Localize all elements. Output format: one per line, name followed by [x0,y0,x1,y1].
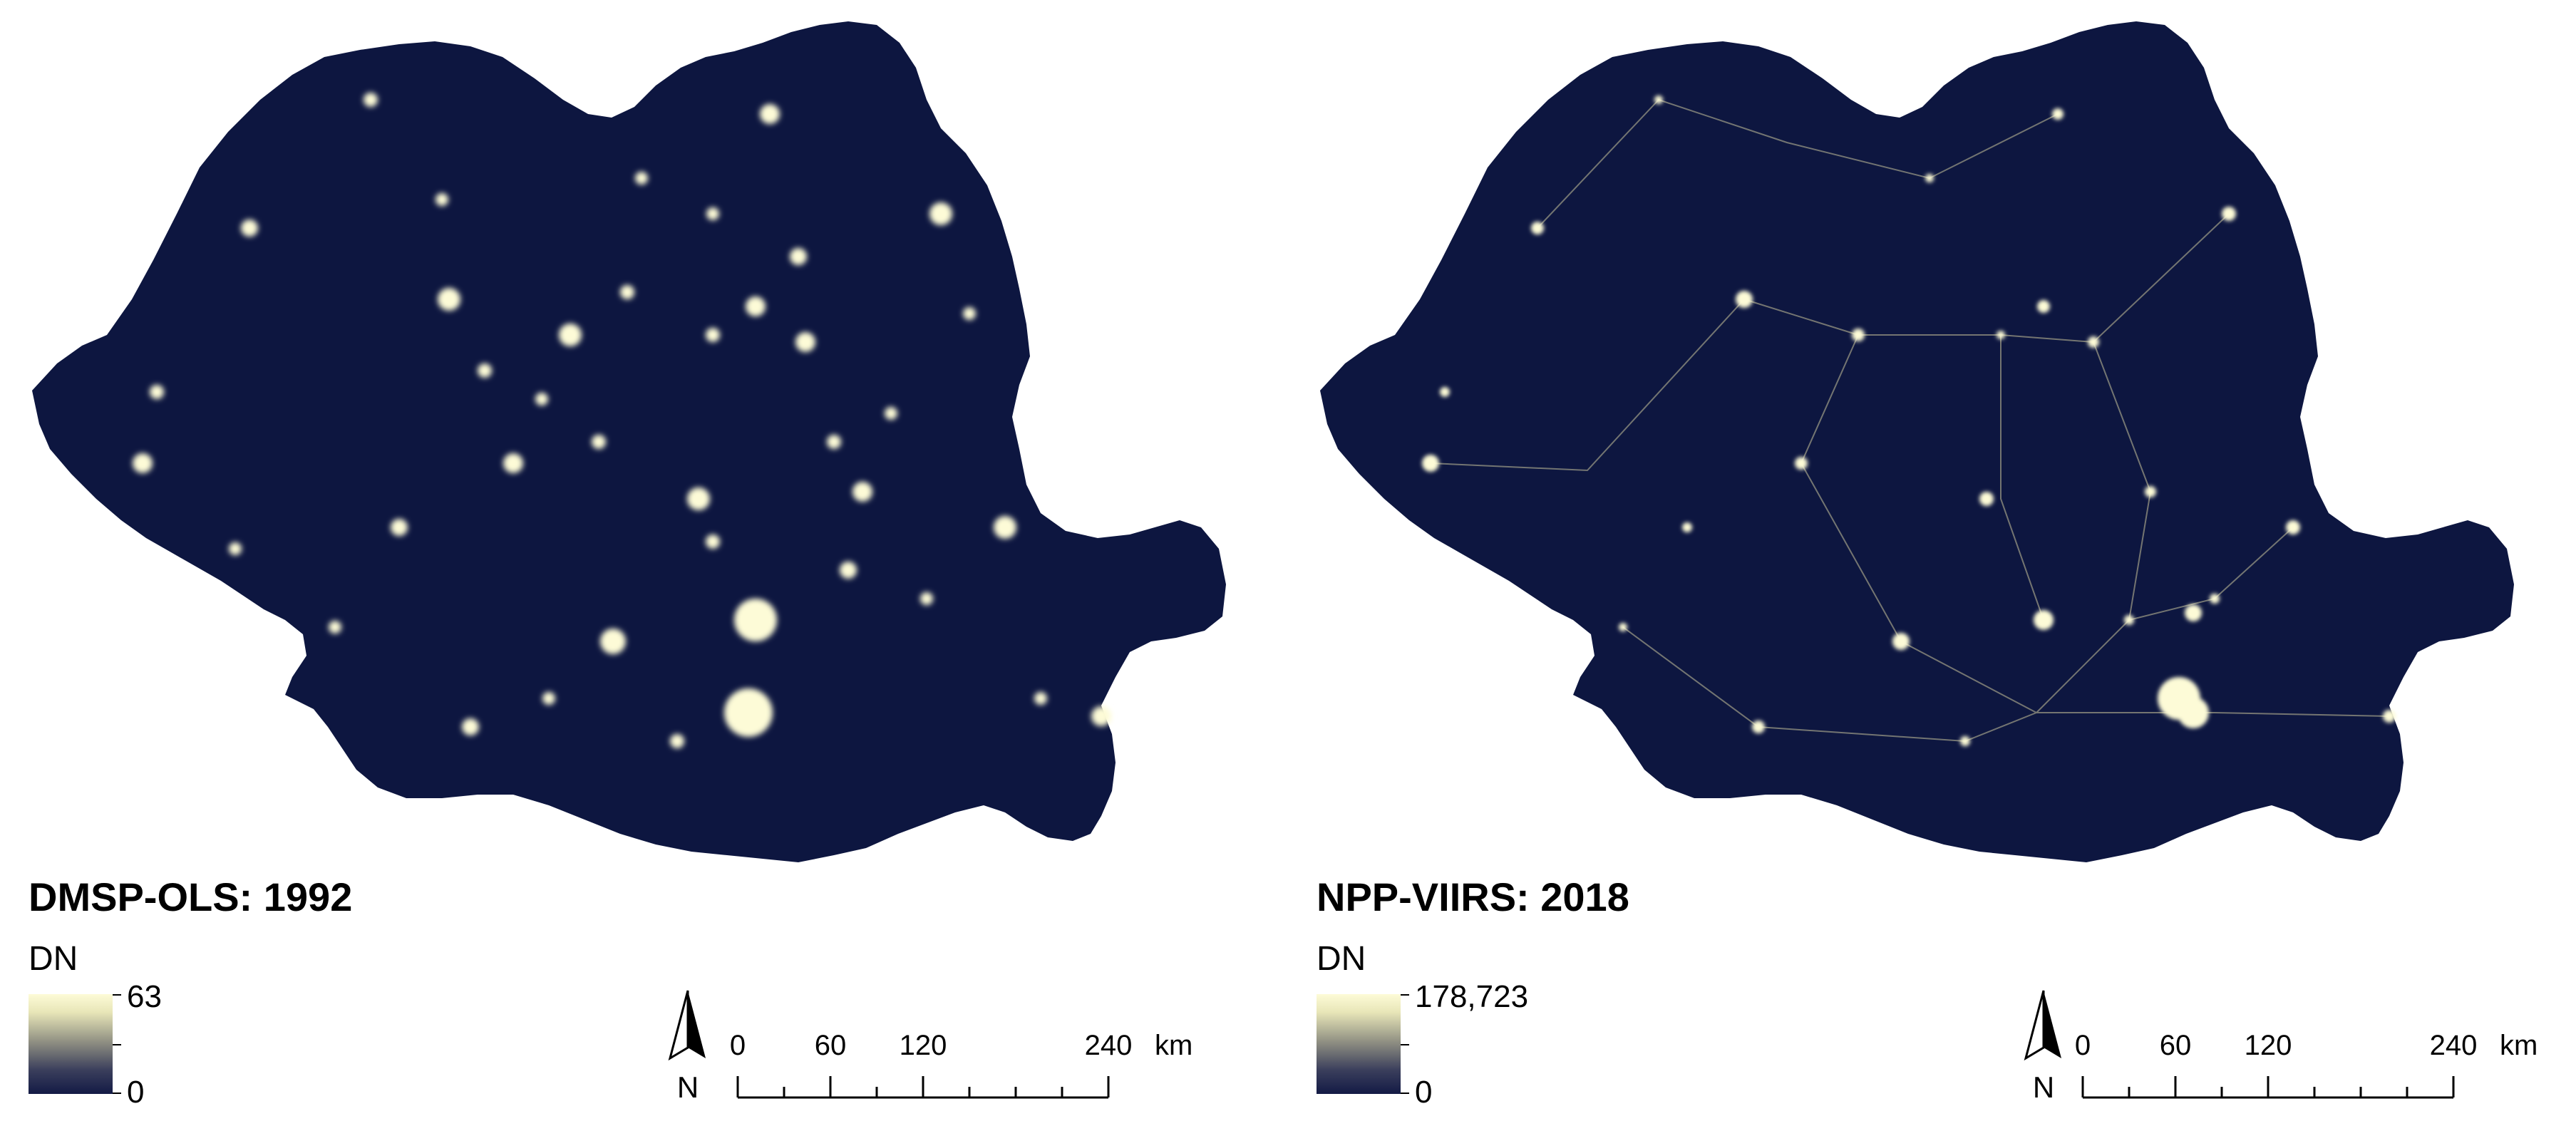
legend-min-label: 0 [127,1075,145,1110]
scale-label-0: 0 [730,1030,746,1061]
scale-unit: km [2500,1030,2538,1061]
legend-tick-min [113,1093,121,1094]
north-arrow-icon: N [668,990,706,1104]
city-lights [133,93,1111,748]
panel-title: DMSP-OLS: 1992 [29,874,353,919]
city-lights [1422,95,2396,746]
legend-tick-max [1401,994,1409,996]
scale-label-240: 240 [2430,1030,2478,1061]
legend-color-ramp [1317,994,1401,1094]
panel-title: NPP-VIIRS: 2018 [1317,874,1629,919]
romania-outline [1320,21,2514,862]
north-label: N [677,1070,699,1104]
scale-bar: 0 60 120 240 km [2075,1030,2538,1099]
scale-label-120: 120 [900,1030,947,1061]
legend-min-label: 0 [1415,1075,1433,1110]
legend-max-label: 63 [127,979,162,1014]
north-arrow-icon: N [2024,990,2061,1104]
scale-label-60: 60 [815,1030,847,1061]
legend-heading: DN [1317,940,1366,978]
scale-label-240: 240 [1085,1030,1133,1061]
scale-unit: km [1155,1030,1192,1061]
legend-tick-mid [1401,1044,1409,1045]
panel-npp-viirs: NPP-VIIRS: 2018 DN 178,723 0 N 0 60 120 … [1288,0,2576,1126]
map-npp-viirs-2018 [1320,21,2514,862]
legend-tick-min [1401,1093,1409,1094]
scale-bar: 0 60 120 240 km [730,1030,1192,1099]
north-label: N [2033,1070,2054,1104]
legend-tick-mid [113,1044,121,1045]
legend-color-ramp [29,994,113,1094]
scale-label-0: 0 [2075,1030,2091,1061]
legend-tick-max [113,994,121,996]
legend-max-label: 178,723 [1415,979,1529,1014]
map-dmsp-ols-1992 [32,21,1226,862]
scale-label-120: 120 [2245,1030,2292,1061]
legend-heading: DN [29,940,78,978]
romania-outline [32,21,1226,862]
panel-dmsp-ols: DMSP-OLS: 1992 DN 63 0 N 0 60 120 240 km [29,21,1226,1110]
scale-label-60: 60 [2160,1030,2192,1061]
